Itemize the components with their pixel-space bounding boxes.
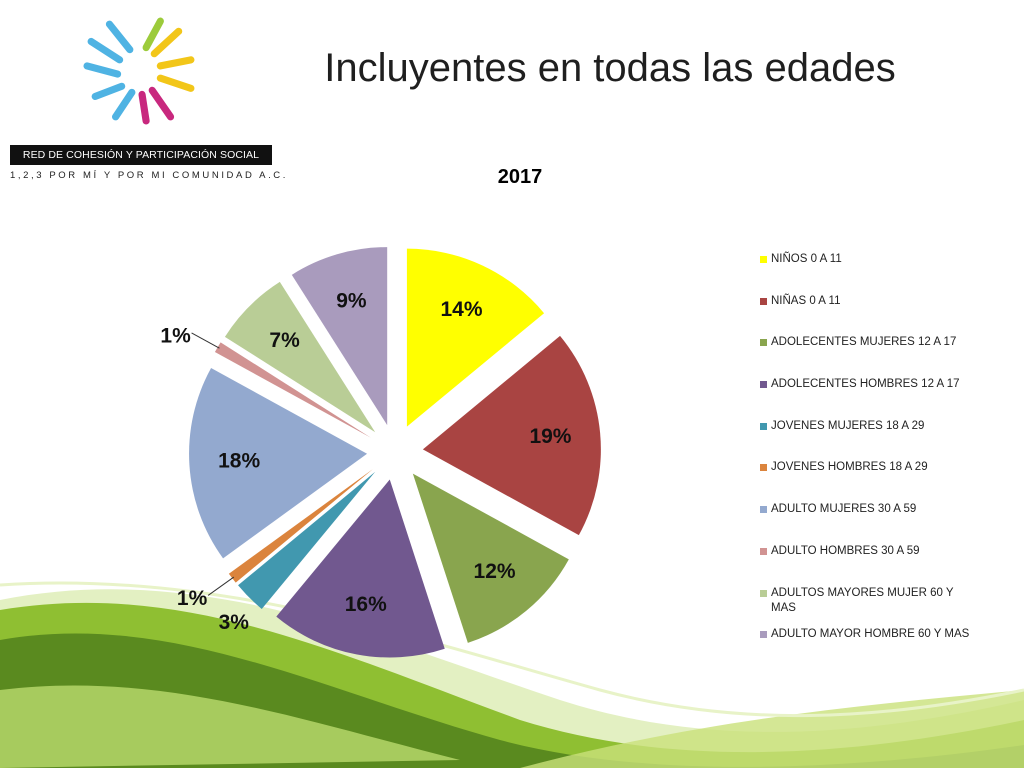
pie-slice — [291, 247, 388, 426]
legend-swatch — [760, 381, 767, 389]
slice-label: 19% — [529, 425, 571, 448]
legend-swatch — [760, 339, 767, 347]
pie-slice — [238, 471, 376, 609]
legend-label: ADULTO MUJERES 30 A 59 — [771, 503, 917, 516]
legend-label: ADOLECENTES HOMBRES 12 A 17 — [771, 378, 960, 391]
legend-item: ADULTOS MAYORES MUJER 60 Y MAS — [760, 586, 1010, 628]
slice-label: 14% — [440, 298, 482, 321]
legend-label: ADULTOS MAYORES MUJER 60 Y MAS — [771, 586, 954, 614]
legend-item: JOVENES HOMBRES 18 A 29 — [760, 460, 1010, 502]
legend-item: ADOLECENTES HOMBRES 12 A 17 — [760, 377, 1010, 419]
legend-swatch — [760, 256, 767, 263]
legend-item: JOVENES MUJERES 18 A 29 — [760, 419, 1010, 461]
slice-label: 7% — [269, 329, 300, 352]
legend-label: JOVENES HOMBRES 18 A 29 — [771, 461, 928, 474]
legend-swatch — [760, 547, 767, 555]
chart-legend: NIÑOS 0 A 11 NIÑAS 0 A 11 ADOLECENTES MUJE… — [760, 252, 1010, 669]
slice-label: 16% — [345, 593, 387, 616]
legend-swatch — [760, 506, 767, 514]
slice-label: 9% — [336, 290, 367, 313]
slice-label: 12% — [474, 560, 516, 583]
legend-label: ADULTO MAYOR HOMBRE 60 Y MAS — [771, 628, 970, 641]
legend-label: ADOLECENTES MUJERES 12 A 17 — [771, 336, 957, 349]
organization-name: RED DE COHESIÓN Y PARTICIPACIÓN SOCIAL — [10, 145, 272, 165]
legend-label: NIÑAS 0 A 11 — [771, 294, 841, 307]
legend-swatch — [760, 631, 767, 639]
slice-label: 18% — [218, 449, 260, 472]
legend-label: NIÑOS 0 A 11 — [771, 253, 842, 265]
slice-label: 1% — [160, 324, 191, 347]
pie-slice — [422, 335, 601, 536]
pie-slice — [412, 473, 569, 643]
leader-line — [207, 576, 235, 596]
legend-item: NIÑOS 0 A 11 — [760, 252, 1010, 294]
legend-swatch — [760, 464, 767, 472]
legend-item: ADULTO HOMBRES 30 A 59 — [760, 544, 1010, 586]
pie-slice — [189, 368, 368, 559]
organization-subtitle: 1,2,3 POR MÍ Y POR MI COMUNIDAD A.C. — [10, 170, 289, 181]
pie-slice — [228, 469, 373, 583]
legend-label: JOVENES MUJERES 18 A 29 — [771, 419, 925, 432]
pie-slice — [224, 281, 376, 433]
slice-label: 3% — [219, 611, 250, 634]
legend-swatch — [760, 589, 767, 597]
hands-circle-logo — [83, 17, 195, 125]
legend-swatch — [760, 422, 767, 430]
legend-label: ADULTO HOMBRES 30 A 59 — [771, 544, 920, 557]
pie-slice — [276, 479, 445, 658]
pie-slice — [214, 342, 371, 438]
legend-item: ADULTO MAYOR HOMBRE 60 Y MAS — [760, 627, 1010, 669]
pie-slice — [406, 248, 545, 427]
legend-swatch — [760, 297, 767, 305]
slice-label: 1% — [177, 587, 208, 610]
page-title: Incluyentes en todas las edades — [324, 46, 896, 90]
chart-title: 2017 — [497, 166, 543, 188]
legend-item: ADULTO MUJERES 30 A 59 — [760, 502, 1010, 544]
leader-line — [191, 332, 220, 349]
legend-item: ADOLECENTES MUJERES 12 A 17 — [760, 335, 1010, 377]
legend-item: NIÑAS 0 A 11 — [760, 294, 1010, 336]
